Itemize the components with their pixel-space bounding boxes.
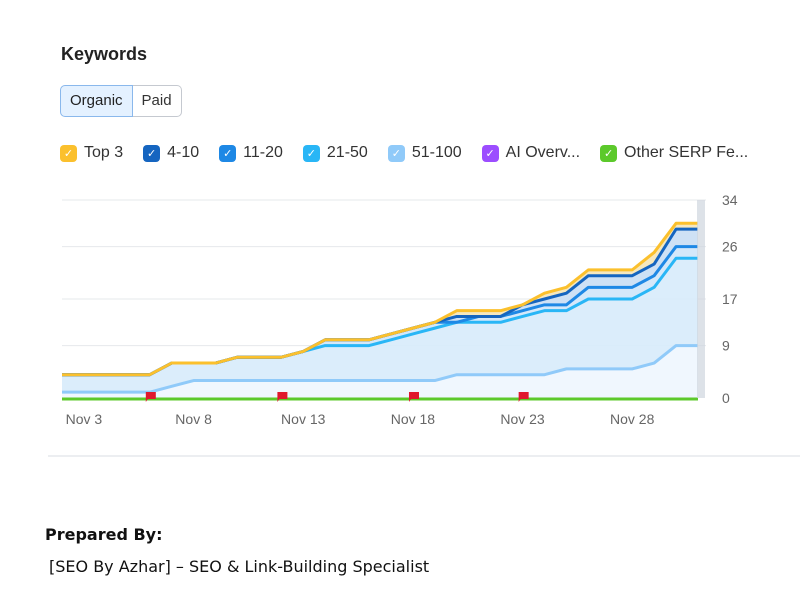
area-2150 (62, 258, 698, 393)
annotation-flag-icon (408, 392, 419, 402)
legend-item[interactable]: ✓ 4-10 (143, 144, 199, 162)
legend-label: Other SERP Fe... (624, 144, 749, 161)
x-tick-label: Nov 8 (175, 411, 212, 427)
y-tick-label: 26 (722, 239, 738, 255)
y-tick-label: 34 (722, 192, 738, 208)
checkbox-icon[interactable]: ✓ (481, 144, 499, 162)
y-tick-label: 0 (722, 390, 730, 406)
series-line-Top3 (62, 221, 698, 377)
legend: ✓ Top 3 ✓ 4-10 ✓ 11-20 ✓ 21-50 ✓ 51-100 ✓ AI Overv.… (60, 144, 768, 162)
legend-label: AI Overv... (505, 144, 581, 161)
checkbox-icon[interactable]: ✓ (387, 144, 405, 162)
y-tick-label: 17 (722, 291, 738, 307)
annotation-flag-icon (277, 392, 288, 402)
legend-item[interactable]: ✓ AI Overv... (481, 144, 581, 162)
checkbox-icon[interactable]: ✓ (302, 144, 320, 162)
organic-paid-toggle: Organic Paid (60, 85, 182, 117)
divider (48, 455, 800, 457)
legend-item[interactable]: ✓ 21-50 (302, 144, 368, 162)
x-tick-label: Nov 13 (281, 411, 326, 427)
legend-label: Top 3 (84, 144, 124, 161)
annotation-flag-icon (518, 392, 529, 402)
legend-item[interactable]: ✓ 51-100 (387, 144, 462, 162)
x-tick-label: Nov 23 (500, 411, 545, 427)
page-title: Keywords (61, 44, 148, 64)
series-line-51100 (62, 344, 698, 394)
legend-item[interactable]: ✓ Other SERP Fe... (600, 144, 748, 162)
x-tick-label: Nov 3 (66, 411, 103, 427)
x-tick-label: Nov 18 (391, 411, 436, 427)
organic-button[interactable]: Organic (60, 85, 133, 117)
checkbox-icon[interactable]: ✓ (219, 144, 237, 162)
checkbox-icon[interactable]: ✓ (60, 144, 77, 162)
y-tick-label: 9 (722, 338, 730, 354)
checkbox-icon[interactable]: ✓ (143, 144, 161, 162)
x-tick-label: Nov 28 (610, 411, 655, 427)
area-51100 (62, 345, 698, 398)
legend-item[interactable]: ✓ Top 3 (60, 144, 123, 162)
legend-label: 4-10 (167, 144, 200, 161)
specialist-text: [SEO By Azhar] – SEO & Link-Building Spe… (49, 557, 430, 576)
prepared-by-label: Prepared By: (45, 525, 163, 544)
paid-button[interactable]: Paid (132, 85, 182, 117)
legend-label: 21-50 (326, 144, 368, 161)
annotation-flag-icon (145, 392, 156, 402)
hover-cursor (697, 200, 705, 398)
legend-item[interactable]: ✓ 11-20 (219, 144, 283, 162)
legend-label: 51-100 (411, 144, 462, 161)
checkbox-icon[interactable]: ✓ (600, 144, 618, 162)
legend-label: 11-20 (243, 144, 283, 161)
keywords-chart: 34 26 17 9 0 Nov 3 Nov 8 Nov 13 Nov 18 Nov 23 Nov … (62, 192, 738, 427)
